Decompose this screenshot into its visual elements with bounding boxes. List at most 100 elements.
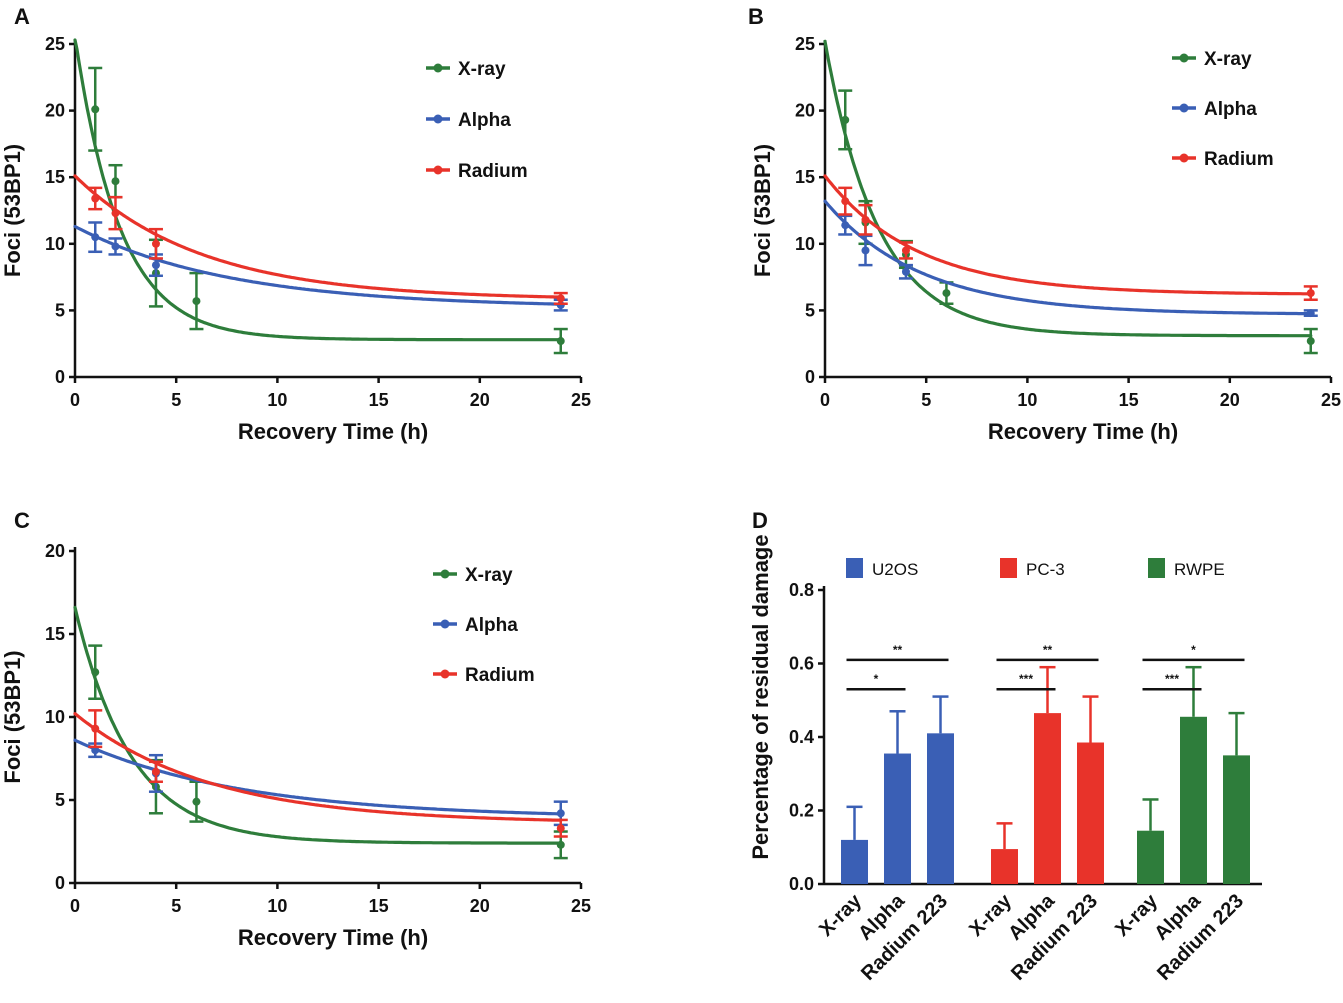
x-tick-label: 25	[571, 896, 591, 916]
legend-marker-alpha	[433, 114, 443, 124]
bar-rwpe-alpha	[1180, 716, 1207, 884]
legend-marker-x-ray	[1179, 53, 1189, 63]
y-tick-label: 20	[795, 101, 815, 121]
legend-label-alpha: Alpha	[465, 615, 518, 636]
data-point-alpha	[151, 261, 160, 270]
y-tick-label: 5	[805, 300, 815, 320]
x-tick-label: 15	[1119, 390, 1139, 410]
x-tick-label: 5	[171, 896, 181, 916]
y-tick-label: 0	[805, 367, 815, 387]
data-point-x-ray	[556, 337, 565, 346]
y-axis-title: Foci (53BP1)	[0, 144, 25, 277]
legend-label-radium: Radium	[458, 161, 528, 182]
y-tick-label: 5	[55, 300, 65, 320]
legend-marker-alpha	[440, 619, 450, 629]
significance-label: **	[1043, 643, 1053, 657]
x-tick-label: 20	[470, 390, 490, 410]
data-point-alpha	[91, 233, 100, 242]
data-point-alpha	[901, 267, 910, 276]
x-tick-label: 25	[1321, 390, 1341, 410]
data-point-radium	[1306, 289, 1315, 298]
y-tick-label: 0.0	[789, 874, 814, 894]
legend-swatch-rwpe	[1148, 558, 1165, 578]
significance-label: ***	[1019, 672, 1033, 686]
data-point-x-ray	[91, 105, 100, 114]
x-tick-label: 0	[820, 390, 830, 410]
fit-curve-x-ray	[73, 605, 563, 845]
significance-label: ***	[1165, 672, 1179, 686]
y-tick-label: 25	[45, 34, 65, 54]
fit-curve-alpha	[823, 199, 1313, 316]
data-point-radium	[556, 824, 565, 833]
bar-rwpe-radium-223	[1223, 755, 1250, 884]
y-tick-label: 10	[45, 707, 65, 727]
y-tick-label: 0.2	[789, 801, 814, 821]
data-point-radium	[841, 197, 850, 206]
y-axis-title: Foci (53BP1)	[750, 144, 775, 277]
bar-pc-3-radium-223	[1077, 742, 1104, 884]
y-axis-title: Percentage of residual damage	[748, 534, 773, 859]
x-tick-label: 5	[171, 390, 181, 410]
significance-label: *	[1191, 643, 1196, 657]
data-point-radium	[151, 239, 160, 248]
x-tick-label: 0	[70, 896, 80, 916]
x-tick-label: 25	[571, 390, 591, 410]
data-point-alpha	[1306, 309, 1315, 318]
data-point-x-ray	[192, 297, 201, 306]
legend-label-x-ray: X-ray	[458, 59, 506, 80]
panel-c: C 0 5 10 15 20 0 5 10 15 20 25 Recovery Time (h) Foci…	[0, 508, 591, 950]
panel-label: A	[14, 4, 30, 29]
y-tick-label: 20	[45, 101, 65, 121]
legend-label-pc-3: PC-3	[1026, 560, 1065, 579]
panel-b: B 0 5 10 15 20 25 0 5 10 15 20 25 Recovery Time (h) Fo…	[748, 4, 1341, 444]
x-axis-title: Recovery Time (h)	[238, 925, 428, 950]
data-point-x-ray	[1306, 337, 1315, 346]
legend-label-x-ray: X-ray	[465, 565, 513, 586]
legend-label-rwpe: RWPE	[1174, 560, 1225, 579]
legend-label-radium: Radium	[465, 665, 535, 686]
data-point-radium	[901, 246, 910, 255]
data-point-alpha	[91, 746, 100, 755]
significance-label: **	[893, 643, 903, 657]
bar-u2os-radium-223	[927, 733, 954, 884]
panel-label: B	[748, 4, 764, 29]
data-point-alpha	[841, 221, 850, 230]
y-tick-label: 10	[795, 234, 815, 254]
data-point-radium	[91, 194, 100, 203]
y-tick-label: 15	[45, 624, 65, 644]
x-axis-title: Recovery Time (h)	[238, 419, 428, 444]
data-point-radium	[111, 209, 120, 218]
y-tick-label: 0.6	[789, 654, 814, 674]
y-tick-label: 15	[795, 167, 815, 187]
x-tick-label: 0	[70, 390, 80, 410]
data-point-x-ray	[556, 840, 565, 849]
legend-marker-x-ray	[433, 63, 443, 73]
y-tick-label: 0	[55, 367, 65, 387]
legend-marker-radium	[1179, 153, 1189, 163]
significance-label: *	[874, 672, 879, 686]
x-tick-label: 20	[470, 896, 490, 916]
y-tick-label: 5	[55, 790, 65, 810]
panel-label: D	[752, 508, 768, 533]
y-tick-label: 20	[45, 541, 65, 561]
panel-label: C	[14, 508, 30, 533]
x-tick-label: 20	[1220, 390, 1240, 410]
y-axis-title: Foci (53BP1)	[0, 650, 25, 783]
legend-marker-x-ray	[440, 569, 450, 579]
x-tick-label: 15	[369, 390, 389, 410]
legend-label-u2os: U2OS	[872, 560, 918, 579]
bar-rwpe-x-ray	[1137, 830, 1164, 884]
y-tick-label: 10	[45, 234, 65, 254]
bar-u2os-x-ray	[841, 839, 868, 884]
fit-curve-alpha	[73, 224, 563, 306]
legend-marker-radium	[440, 669, 450, 679]
bar-pc-3-alpha	[1034, 713, 1061, 884]
x-tick-label: 10	[267, 390, 287, 410]
data-point-radium	[91, 724, 100, 733]
legend-marker-radium	[433, 165, 443, 175]
legend-label-radium: Radium	[1204, 149, 1274, 170]
legend-label-alpha: Alpha	[1204, 99, 1257, 120]
y-tick-label: 15	[45, 167, 65, 187]
panel-a: A 0 5 10 15 20 25 0 5 10 15 20 25 Recovery Time (h) Fo…	[0, 4, 591, 444]
